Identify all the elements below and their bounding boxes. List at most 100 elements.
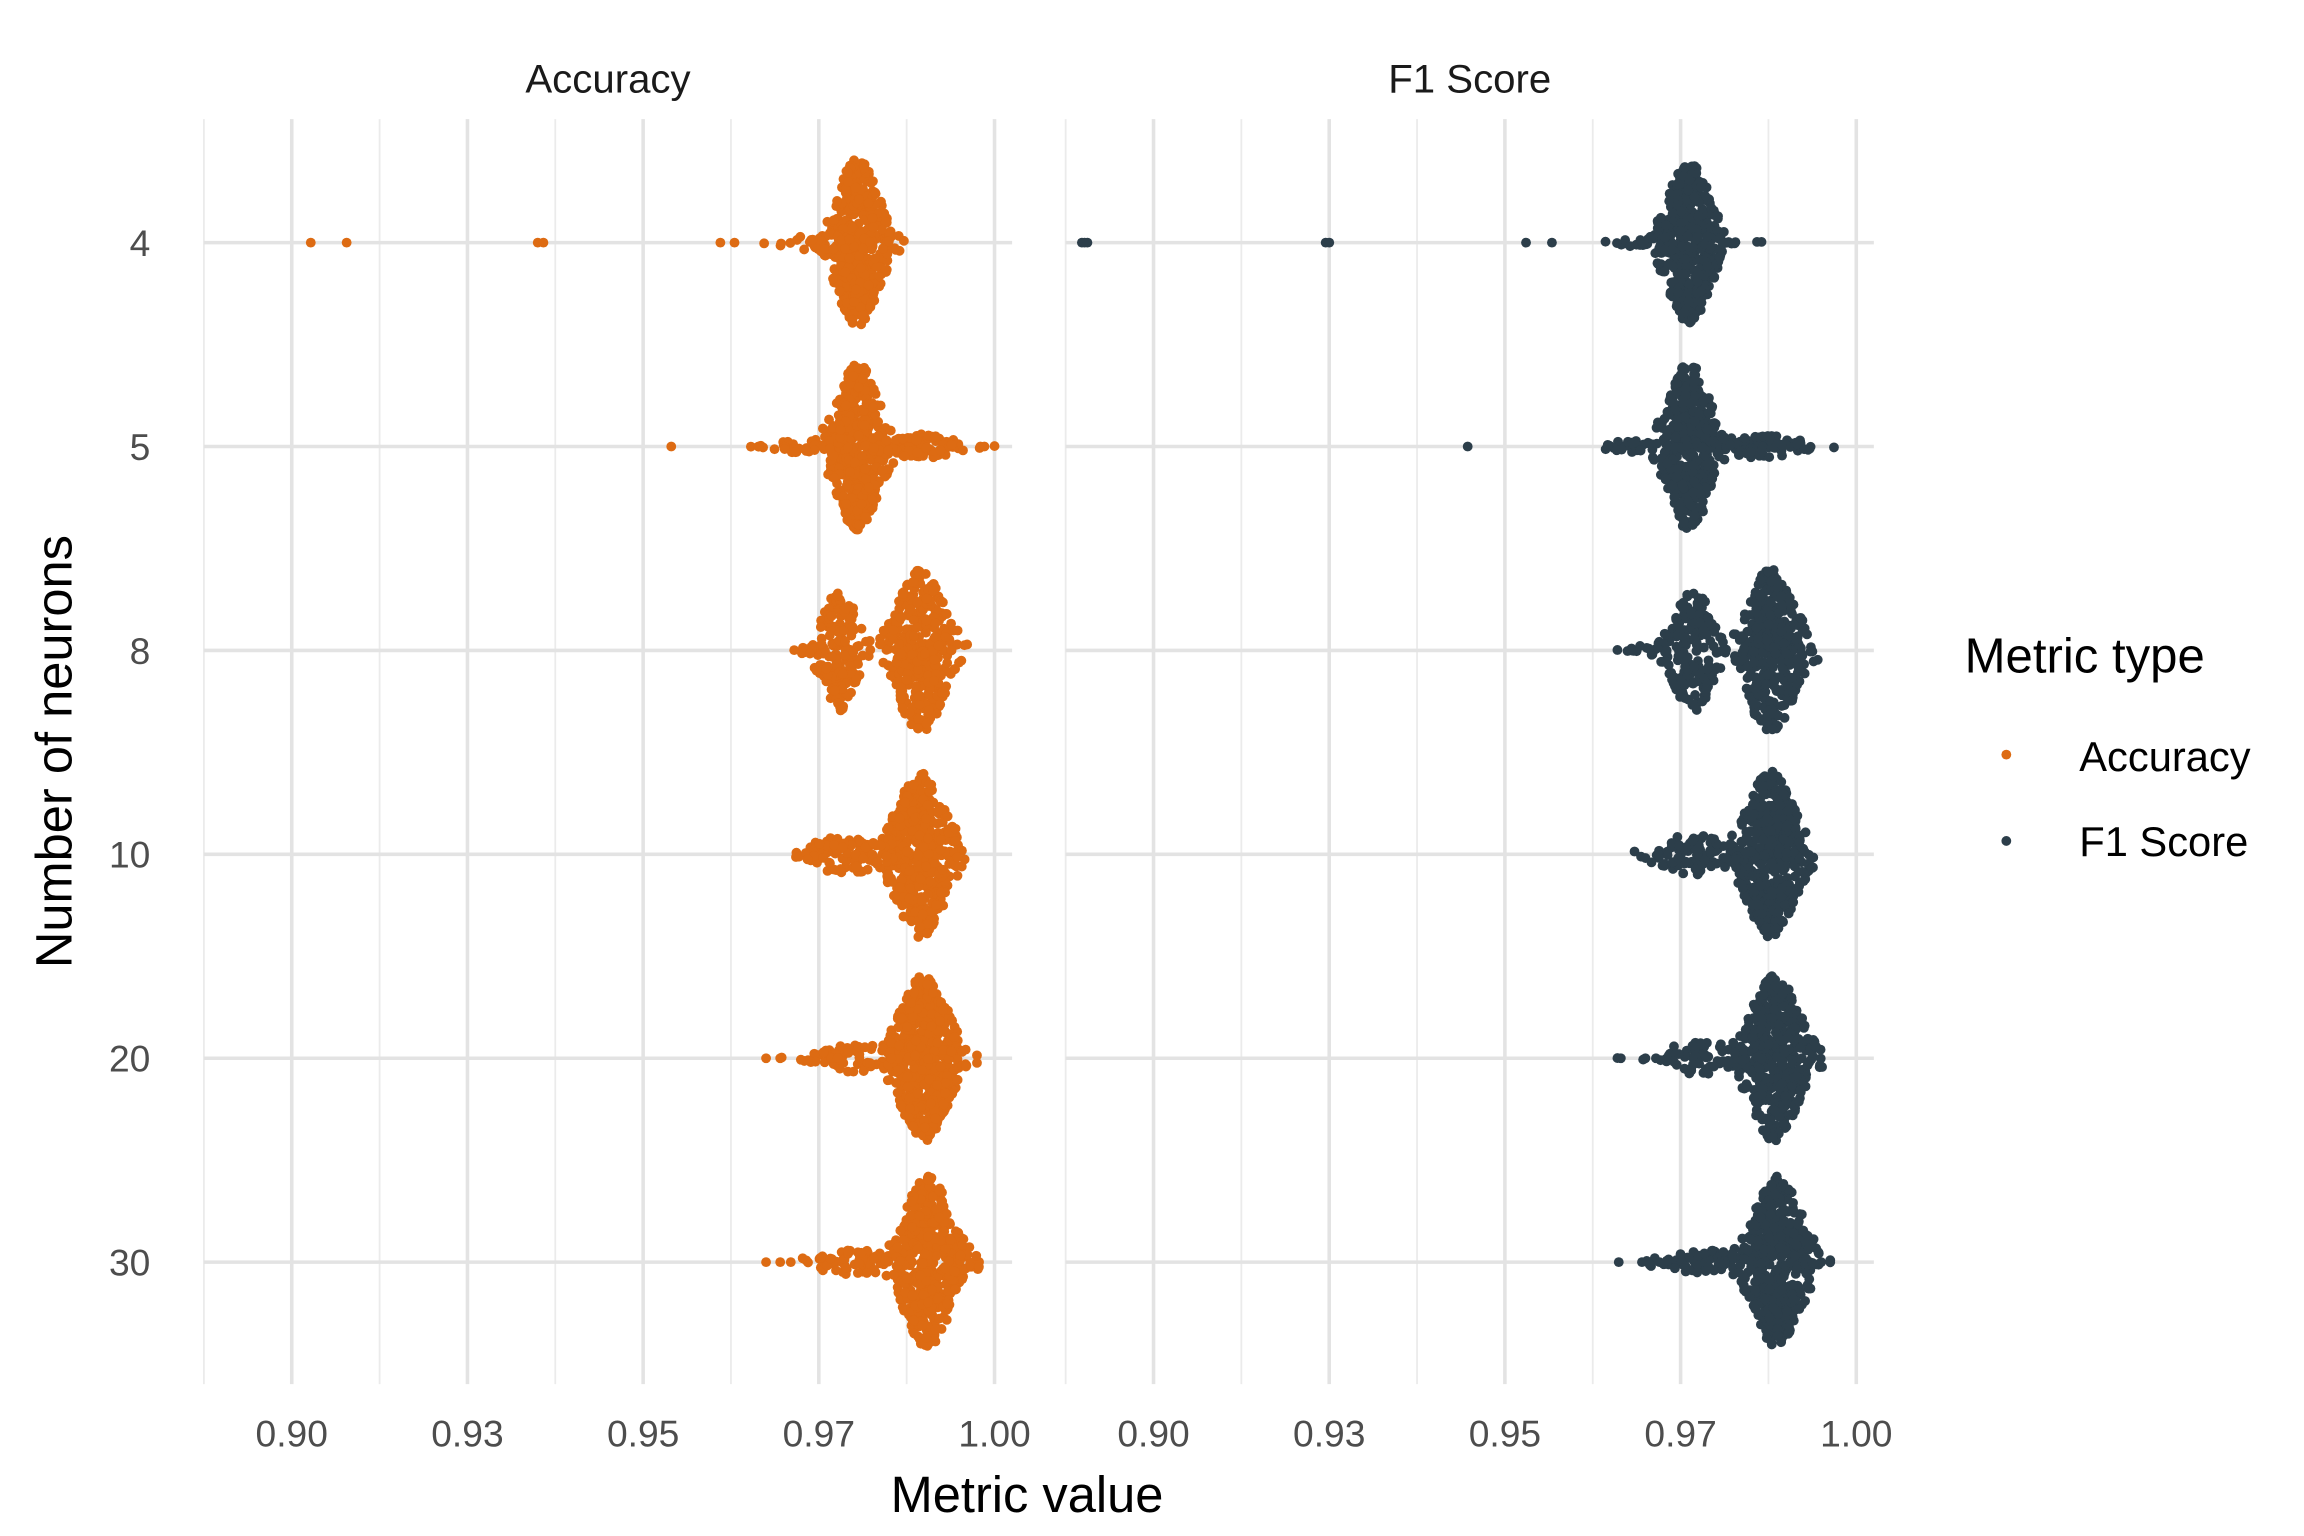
data-point xyxy=(930,1113,941,1124)
data-point xyxy=(864,635,875,646)
data-point xyxy=(936,834,946,845)
data-point xyxy=(1793,662,1804,673)
data-point xyxy=(935,845,946,855)
data-point xyxy=(1703,655,1714,666)
data-point xyxy=(960,1044,971,1055)
data-point xyxy=(939,1263,950,1274)
y-tick-label: 4 xyxy=(130,222,151,264)
outlier-point xyxy=(1626,645,1637,656)
data-point xyxy=(790,447,801,457)
data-point xyxy=(1723,237,1734,247)
data-point xyxy=(832,1053,843,1063)
data-point xyxy=(884,1075,895,1085)
data-point xyxy=(895,612,906,623)
data-point xyxy=(931,1251,942,1262)
data-point xyxy=(914,881,924,892)
data-point xyxy=(941,1209,952,1219)
data-point xyxy=(1667,244,1677,255)
data-point xyxy=(936,887,946,898)
data-point xyxy=(1764,432,1775,443)
data-point xyxy=(1702,261,1713,272)
data-point xyxy=(957,1274,968,1285)
x-tick-label: 0.90 xyxy=(1117,1413,1189,1455)
data-point xyxy=(913,714,924,725)
data-point xyxy=(910,907,921,917)
point-group-8 xyxy=(789,565,973,735)
data-point xyxy=(851,284,862,295)
data-point xyxy=(1703,612,1713,623)
data-point xyxy=(1683,185,1694,196)
data-point xyxy=(1662,458,1673,469)
data-point xyxy=(905,1210,916,1221)
data-point xyxy=(1701,684,1712,695)
data-point xyxy=(850,849,861,860)
data-point xyxy=(908,577,918,588)
data-point xyxy=(863,280,874,291)
data-point xyxy=(1688,460,1699,471)
data-point xyxy=(1671,612,1681,623)
data-point xyxy=(1791,634,1802,645)
data-point xyxy=(1702,664,1712,675)
data-point xyxy=(1696,286,1706,297)
data-point xyxy=(898,1235,909,1245)
data-point xyxy=(915,873,926,884)
data-point xyxy=(957,1240,968,1251)
data-point xyxy=(834,1063,845,1074)
data-point xyxy=(912,723,923,734)
data-point xyxy=(848,603,859,614)
data-point xyxy=(854,1258,864,1269)
data-point xyxy=(911,435,922,446)
x-tick-label: 0.93 xyxy=(431,1413,503,1455)
outlier-point xyxy=(775,1257,786,1268)
data-point xyxy=(1733,449,1744,460)
data-point xyxy=(885,425,896,436)
data-point xyxy=(843,442,853,453)
data-point xyxy=(841,499,852,509)
data-point xyxy=(936,997,947,1008)
data-point xyxy=(930,431,941,442)
data-point xyxy=(952,870,963,881)
data-point xyxy=(837,668,848,679)
data-point xyxy=(843,176,854,187)
data-point xyxy=(925,1098,936,1109)
data-point xyxy=(1795,613,1806,623)
data-point xyxy=(1749,657,1760,668)
data-point xyxy=(1657,423,1668,433)
data-point xyxy=(926,1008,937,1019)
data-point xyxy=(1651,438,1662,449)
data-point xyxy=(938,1005,948,1016)
data-point xyxy=(901,1274,912,1285)
data-point xyxy=(906,916,917,927)
data-point xyxy=(850,182,861,193)
data-point xyxy=(934,1212,945,1223)
data-point xyxy=(906,997,916,1008)
data-point xyxy=(919,1249,930,1259)
data-point xyxy=(908,1121,919,1132)
data-point xyxy=(1792,653,1803,664)
data-point xyxy=(1653,259,1664,270)
data-point xyxy=(875,639,885,650)
data-point xyxy=(1770,648,1781,659)
point-group-30 xyxy=(761,1171,984,1351)
data-point xyxy=(1763,619,1774,630)
data-point xyxy=(942,811,953,822)
data-point xyxy=(925,876,936,887)
data-point xyxy=(951,861,962,872)
data-point xyxy=(775,240,786,251)
outlier-point xyxy=(1462,441,1473,452)
data-point xyxy=(930,632,940,643)
data-point xyxy=(857,310,868,321)
outlier-point xyxy=(666,441,677,452)
data-point xyxy=(928,1191,938,1202)
data-point xyxy=(947,1015,958,1026)
data-point xyxy=(840,267,851,278)
data-point xyxy=(945,1235,956,1246)
data-point xyxy=(840,243,850,254)
data-point xyxy=(1629,437,1640,448)
data-point xyxy=(1635,641,1645,651)
data-point xyxy=(1691,705,1702,715)
data-point xyxy=(853,659,863,670)
data-point xyxy=(835,424,846,435)
data-point xyxy=(817,440,828,451)
outlier-point xyxy=(1547,237,1557,248)
